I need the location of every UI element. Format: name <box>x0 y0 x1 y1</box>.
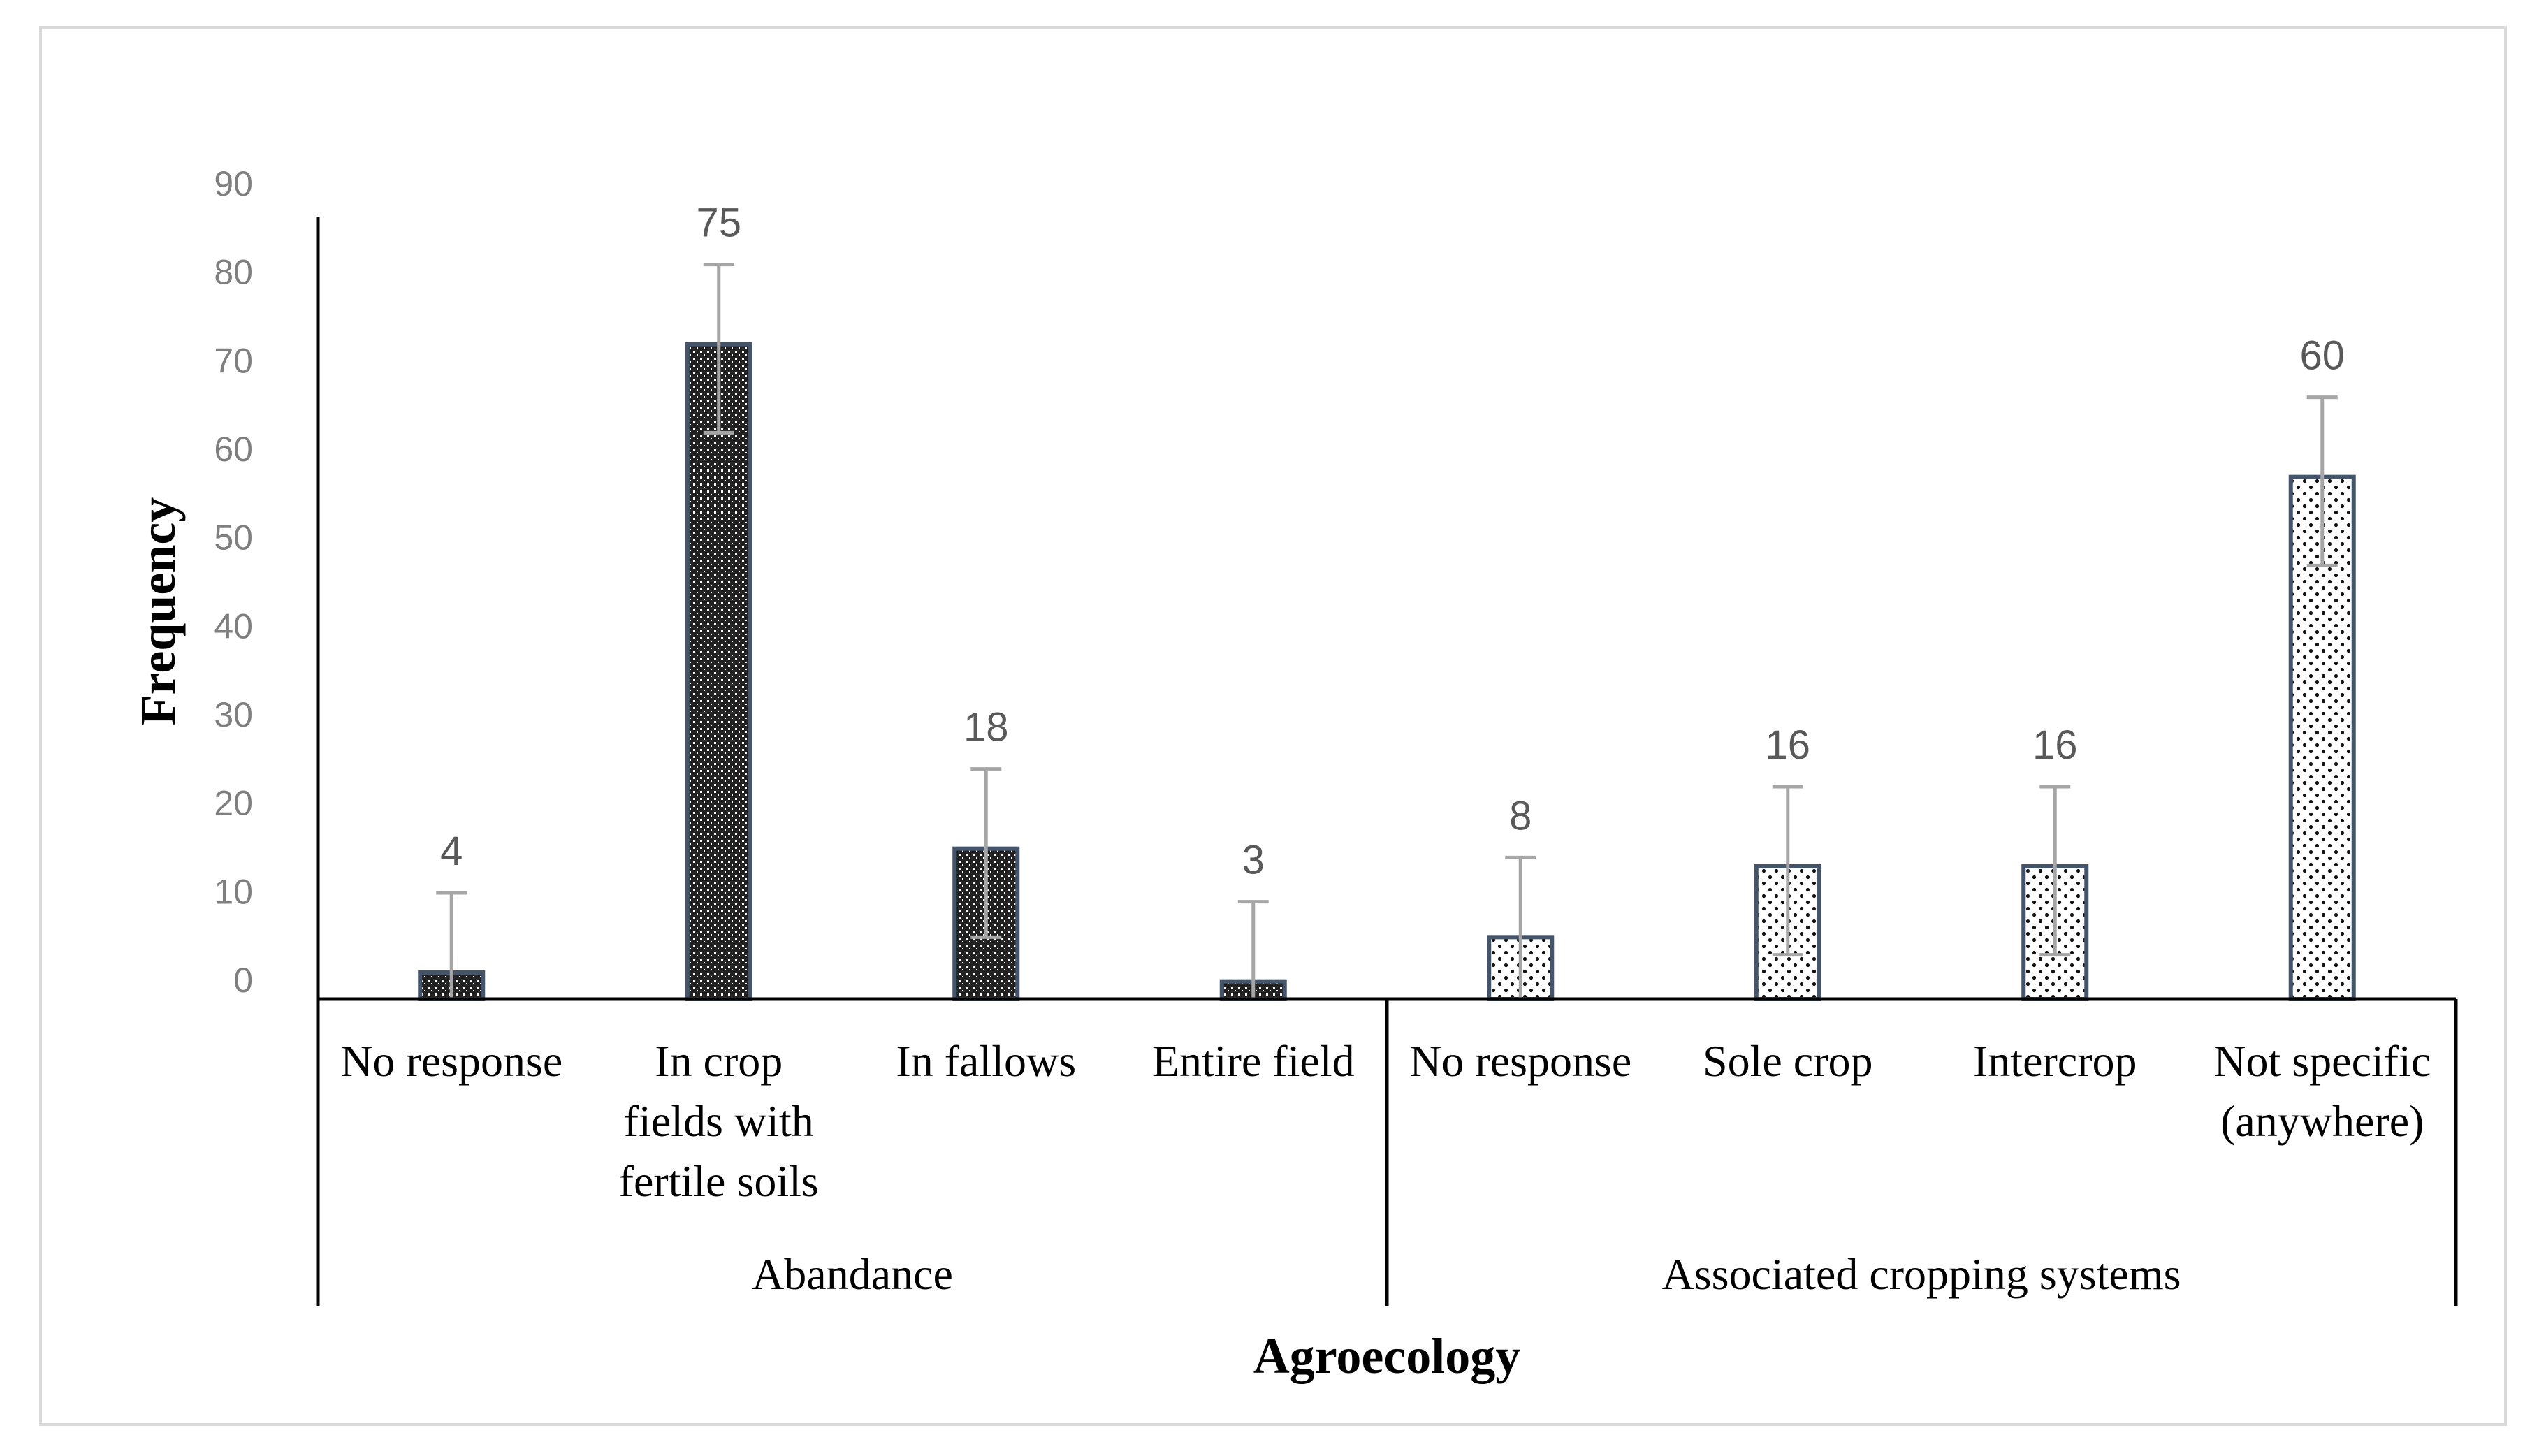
chart-frame <box>39 26 2507 1426</box>
category-label: Intercrop <box>1973 1036 2137 1086</box>
y-tick-label: 80 <box>214 253 253 292</box>
x-axis-title: Agroecology <box>1253 1328 1521 1384</box>
category-label: No response <box>1409 1036 1631 1086</box>
y-axis-title: Frequency <box>130 497 186 726</box>
category-label: (anywhere) <box>2220 1096 2424 1146</box>
group-label: Abandance <box>752 1249 953 1299</box>
data-label: 18 <box>963 705 1009 750</box>
data-label: 16 <box>2032 722 2078 768</box>
category-label: No response <box>340 1036 562 1086</box>
y-tick-label: 60 <box>214 430 253 469</box>
data-label: 4 <box>440 829 463 874</box>
y-tick-label: 50 <box>214 518 253 558</box>
category-label: In crop <box>655 1036 783 1086</box>
category-label: Not specific <box>2213 1036 2431 1086</box>
data-label: 60 <box>2299 333 2345 379</box>
y-tick-label: 10 <box>214 872 253 911</box>
category-label: Entire field <box>1152 1036 1355 1086</box>
data-label: 3 <box>1242 838 1265 883</box>
y-tick-label: 70 <box>214 341 253 380</box>
data-label: 75 <box>696 201 741 246</box>
category-label: fields with <box>624 1096 814 1146</box>
group-label: Associated cropping systems <box>1662 1249 2181 1299</box>
category-label: Sole crop <box>1703 1036 1873 1086</box>
y-tick-label: 30 <box>214 695 253 734</box>
y-tick-label: 40 <box>214 606 253 646</box>
category-label: fertile soils <box>619 1156 819 1206</box>
data-label: 8 <box>1509 793 1532 838</box>
y-tick-label: 90 <box>214 164 253 203</box>
y-tick-label: 0 <box>233 961 253 1000</box>
y-tick-label: 20 <box>214 784 253 823</box>
data-label: 16 <box>1765 722 1810 768</box>
category-label: In fallows <box>896 1036 1076 1086</box>
bar <box>685 342 752 1001</box>
